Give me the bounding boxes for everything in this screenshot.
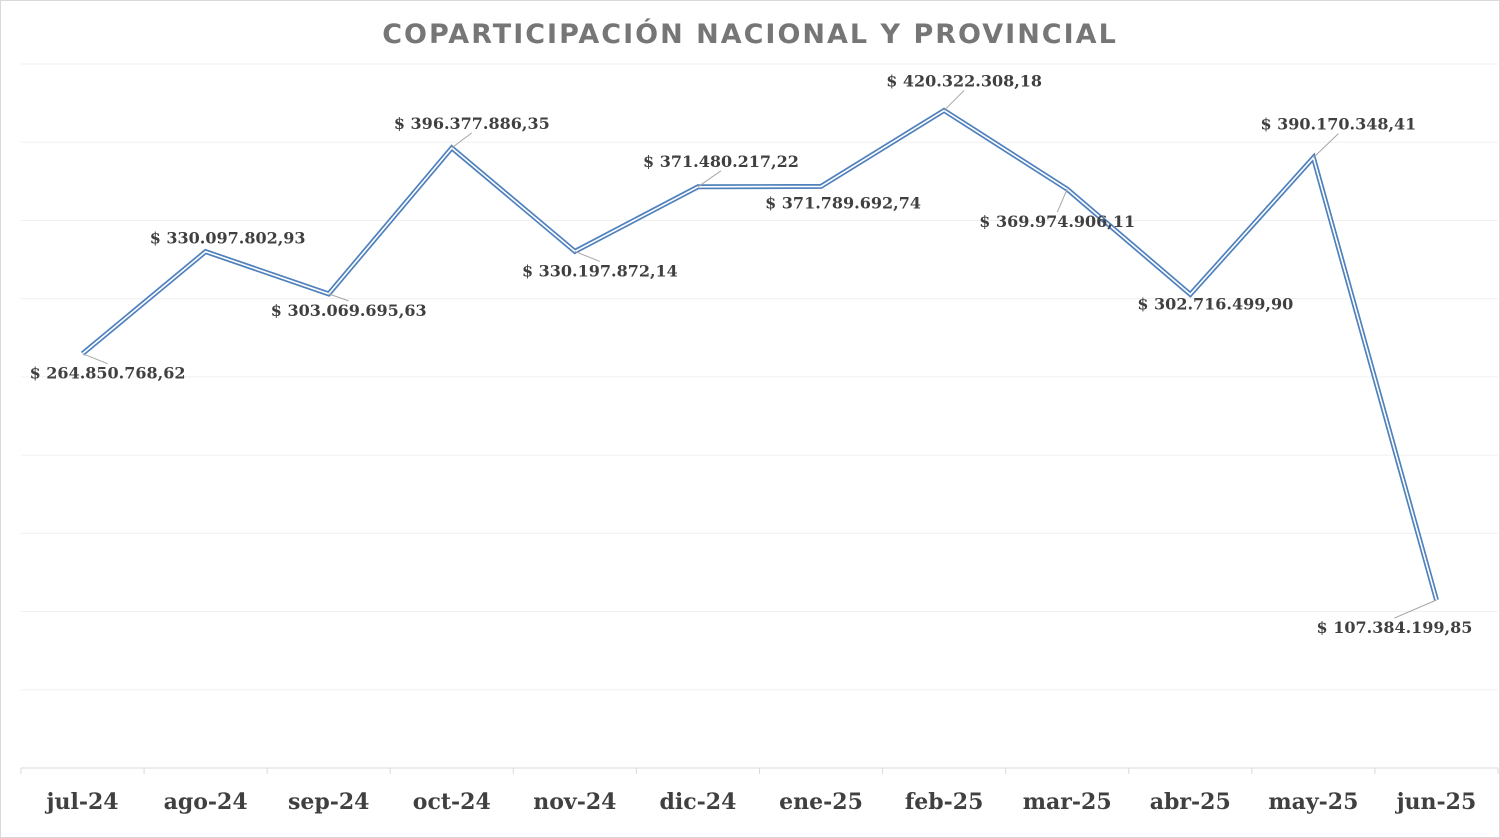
data-label: $ 369.974.906,11 <box>979 212 1135 231</box>
data-label: $ 302.716.499,90 <box>1137 294 1293 313</box>
x-tick-label: ago-24 <box>164 789 248 815</box>
data-label-leader <box>82 353 108 365</box>
chart-title: COPARTICIPACIÓN NACIONAL Y PROVINCIAL <box>382 19 1118 50</box>
data-label: $ 396.377.886,35 <box>394 114 550 133</box>
series-line-inner <box>81 109 1438 601</box>
data-label-leader <box>451 132 473 149</box>
data-label-leader <box>574 250 601 262</box>
data-label-leader <box>1394 599 1437 619</box>
data-label: $ 330.097.802,93 <box>150 229 306 248</box>
series-line <box>80 107 1439 601</box>
data-label: $ 264.850.768,62 <box>30 364 186 383</box>
x-tick-label: mar-25 <box>1023 789 1112 815</box>
data-label: $ 420.322.308,18 <box>886 71 1042 90</box>
x-tick-label: ene-25 <box>779 789 863 815</box>
data-label-leader <box>943 90 965 111</box>
data-label: $ 330.197.872,14 <box>522 261 678 280</box>
data-label-leader <box>1313 133 1339 158</box>
x-tick-label: abr-25 <box>1150 789 1231 815</box>
data-label: $ 107.384.199,85 <box>1317 618 1473 637</box>
data-label: $ 303.069.695,63 <box>271 301 427 320</box>
x-tick-label: sep-24 <box>288 789 370 815</box>
data-label: $ 371.480.217,22 <box>643 152 799 171</box>
x-tick-label: may-25 <box>1268 789 1358 815</box>
x-tick-label: feb-25 <box>905 789 984 815</box>
x-tick-label: jun-25 <box>1395 789 1477 815</box>
data-label-leader <box>697 170 722 188</box>
x-tick-label: oct-24 <box>413 789 491 815</box>
x-tick-label: nov-24 <box>533 789 616 815</box>
data-label: $ 390.170.348,41 <box>1260 115 1416 134</box>
x-tick-label: jul-24 <box>45 789 119 815</box>
data-label-leader <box>1056 188 1068 213</box>
data-label: $ 371.789.692,74 <box>765 193 921 212</box>
data-label-leader <box>328 293 349 302</box>
x-tick-label: dic-24 <box>660 789 737 815</box>
